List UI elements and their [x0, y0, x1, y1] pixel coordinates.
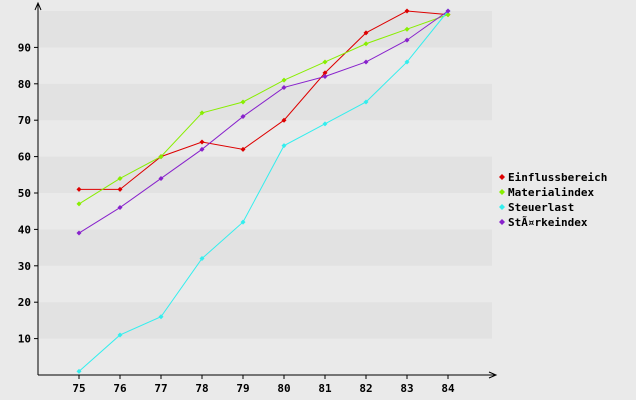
data-point [363, 30, 369, 36]
grid-band [38, 156, 492, 193]
legend-marker [499, 204, 505, 210]
y-axis-arrow [34, 1, 42, 11]
series-line [78, 10, 449, 234]
data-point [281, 77, 287, 83]
grid-band [38, 11, 492, 48]
x-tick-label: 81 [318, 382, 332, 395]
grid-band [38, 338, 492, 375]
data-point [199, 146, 205, 152]
plot-background-bands [38, 11, 492, 375]
data-point [240, 99, 246, 105]
data-point [199, 139, 205, 145]
data-point [363, 59, 369, 65]
y-tick-label: 90 [18, 41, 31, 54]
y-tick-label: 80 [18, 78, 31, 91]
data-point [404, 59, 410, 65]
data-point [404, 8, 410, 14]
data-point [404, 37, 410, 43]
data-point [322, 59, 328, 65]
y-tick-label: 60 [18, 151, 31, 164]
series-line [78, 10, 449, 372]
data-point [281, 117, 287, 123]
data-point [322, 121, 328, 127]
y-tick-label: 40 [18, 223, 31, 236]
data-point [76, 368, 82, 374]
x-tick-label: 77 [154, 382, 167, 395]
data-point [281, 143, 287, 149]
x-tick-label: 79 [236, 382, 249, 395]
y-tick-label: 20 [18, 296, 31, 309]
grid-band [38, 193, 492, 230]
data-point [199, 110, 205, 116]
data-point [322, 74, 328, 80]
x-tick-label: 76 [113, 382, 127, 395]
data-point [240, 219, 246, 225]
grid-band [38, 120, 492, 157]
y-tick-label: 70 [18, 114, 31, 127]
series-line [78, 14, 449, 205]
data-point [158, 314, 164, 320]
legend-label: Materialindex [508, 186, 594, 199]
data-point [158, 154, 164, 160]
legend-label: Steuerlast [508, 201, 574, 214]
legend-label: StÃ¤rkeindex [508, 216, 588, 229]
data-point [404, 26, 410, 32]
data-point [240, 114, 246, 120]
series-group [76, 8, 451, 374]
y-tick-label: 30 [18, 260, 31, 273]
x-tick-label: 80 [277, 382, 290, 395]
data-point [117, 175, 123, 181]
x-axis-arrow [488, 371, 498, 379]
data-point [117, 186, 123, 192]
data-point [240, 146, 246, 152]
data-point [281, 84, 287, 90]
data-point [363, 99, 369, 105]
grid-band [38, 47, 492, 84]
legend-label: Einflussbereich [508, 171, 607, 184]
x-tick-label: 78 [195, 382, 208, 395]
legend: Einflussbereich Materialindex Steuerlast St… [499, 171, 607, 229]
y-axis-ticks: 10 20 30 40 50 60 70 80 90 [18, 41, 38, 346]
x-axis-ticks: 75 76 77 78 79 80 81 82 83 84 [72, 375, 455, 395]
data-point [445, 12, 451, 18]
grid-band [38, 265, 492, 303]
data-point [117, 205, 123, 211]
legend-marker [499, 219, 505, 225]
y-tick-label: 10 [18, 333, 31, 346]
y-tick-label: 50 [18, 187, 31, 200]
legend-marker [499, 189, 505, 195]
grid-band [38, 83, 492, 121]
grid-band [38, 302, 492, 339]
grid-band [38, 229, 492, 266]
data-point [445, 8, 451, 14]
series-2 [76, 8, 451, 374]
data-point [76, 186, 82, 192]
legend-marker [499, 174, 505, 180]
x-tick-label: 75 [72, 382, 85, 395]
data-point [363, 41, 369, 47]
data-point [158, 175, 164, 181]
series-1 [76, 12, 451, 207]
data-point [322, 70, 328, 76]
data-point [76, 230, 82, 236]
series-line [79, 10, 449, 190]
axes [34, 1, 498, 379]
data-point [199, 256, 205, 262]
x-tick-label: 84 [441, 382, 455, 395]
data-point [117, 332, 123, 338]
data-point [76, 201, 82, 207]
x-tick-label: 82 [359, 382, 372, 395]
series-3 [76, 8, 451, 236]
x-tick-label: 83 [400, 382, 413, 395]
